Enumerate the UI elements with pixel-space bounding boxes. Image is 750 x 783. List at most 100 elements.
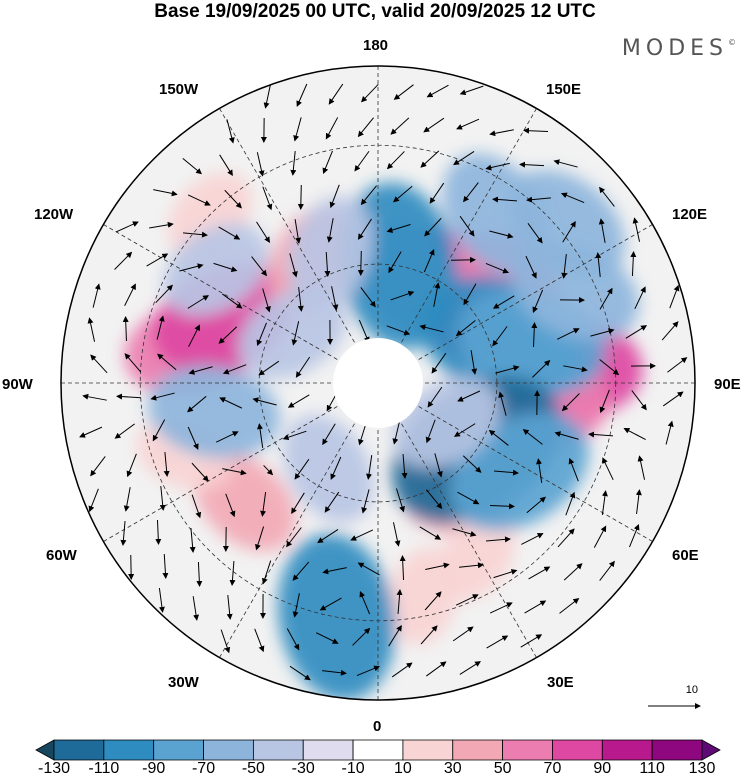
label-120e: 120E [672,206,708,223]
latitude-circle [258,263,498,503]
wind-arrow [462,455,482,473]
wind-arrow [226,595,233,620]
wind-arrow [326,218,334,243]
wind-arrow [485,162,510,171]
wind-arrow [292,593,300,618]
wind-arrow [593,525,607,548]
wind-arrow [453,151,475,166]
wind-arrow [187,395,207,413]
wind-arrow [260,492,267,517]
wind-arrow [568,457,579,482]
wind-arrow [669,284,680,309]
wind-arrow [463,283,477,306]
wind-arrow [187,194,211,206]
wind-arrow [662,391,684,407]
wind-arrow [255,526,265,551]
colorbar-tick-label: 30 [443,760,462,777]
wind-arrow [492,196,518,203]
anomaly-cell [147,365,281,459]
wind-arrow [561,254,568,279]
colorbar-swatch [502,739,553,761]
wind-arrow [291,321,300,346]
wind-arrow [297,184,304,210]
wind-arrow [532,289,544,313]
wind-arrow [357,562,380,576]
wind-arrow [590,328,615,337]
wind-arrow [225,493,236,518]
wind-arrow [665,420,674,445]
reference-vector-label: 10 [685,684,698,696]
wind-arrow [150,392,175,401]
wind-arrow [218,326,238,344]
wind-arrow [88,488,99,513]
colorbar-swatch [252,739,304,761]
wind-arrow [354,150,370,172]
wind-arrow [114,423,135,439]
wind-arrow [226,119,235,144]
wind-arrow [401,453,408,479]
colorbar-swatch [701,739,721,761]
wind-arrow [359,591,371,615]
label-0: 0 [373,718,382,735]
wind-arrow [560,192,585,203]
wind-arrow [599,359,620,376]
wind-arrow [293,117,302,142]
wind-arrow [292,561,310,581]
wind-arrow [179,263,204,272]
wind-arrow [599,287,613,310]
wind-arrow [188,324,200,347]
wind-arrow [251,256,268,277]
label-150w: 150W [159,81,199,98]
wind-arrow [623,428,646,440]
wind-arrow [598,218,606,243]
wind-arrow [152,419,166,442]
wind-arrow [82,393,107,401]
wind-arrow [149,221,174,229]
wind-arrow [263,84,271,109]
wind-arrow [536,458,543,483]
wind-arrow [520,634,543,648]
wind-arrow [393,185,413,203]
wind-arrow [352,627,371,646]
wind-arrow [396,589,403,615]
wind-arrow [486,536,511,543]
wind-arrow [463,182,479,203]
colorbar-swatch [103,739,155,761]
wind-arrow [222,364,247,375]
wind-arrow [146,253,169,267]
wind-arrow [350,529,374,541]
wind-arrow [601,490,608,515]
wind-arrow [252,397,277,406]
wind-arrow [433,282,441,307]
colorbar-tick-label: -50 [241,760,265,777]
wind-arrow [526,196,551,203]
wind-arrow [219,397,243,409]
wind-arrow [256,221,271,243]
wind-arrow [358,319,370,343]
wind-arrow [224,189,242,209]
wind-arrow [361,83,379,103]
wind-arrow [450,256,476,263]
wind-arrow [425,562,450,570]
wind-arrow [470,350,478,375]
wind-arrow [287,394,310,408]
wind-arrow [153,189,178,197]
wind-arrow [262,288,271,313]
wind-arrow [317,529,339,544]
wind-arrow [356,665,381,677]
wind-arrow [156,315,165,340]
label-60e: 60E [672,547,699,564]
wind-arrow [625,325,648,339]
label-180: 180 [363,37,389,54]
wind-arrow [423,249,435,273]
wind-arrow [189,528,196,553]
wind-arrow [360,287,376,308]
wind-arrow [213,262,238,272]
wind-arrow [254,628,265,653]
wind-arrow [123,487,131,512]
wind-arrow [220,629,231,654]
wind-arrow [424,591,442,611]
wind-arrow [602,457,614,481]
wind-arrow [163,452,170,477]
